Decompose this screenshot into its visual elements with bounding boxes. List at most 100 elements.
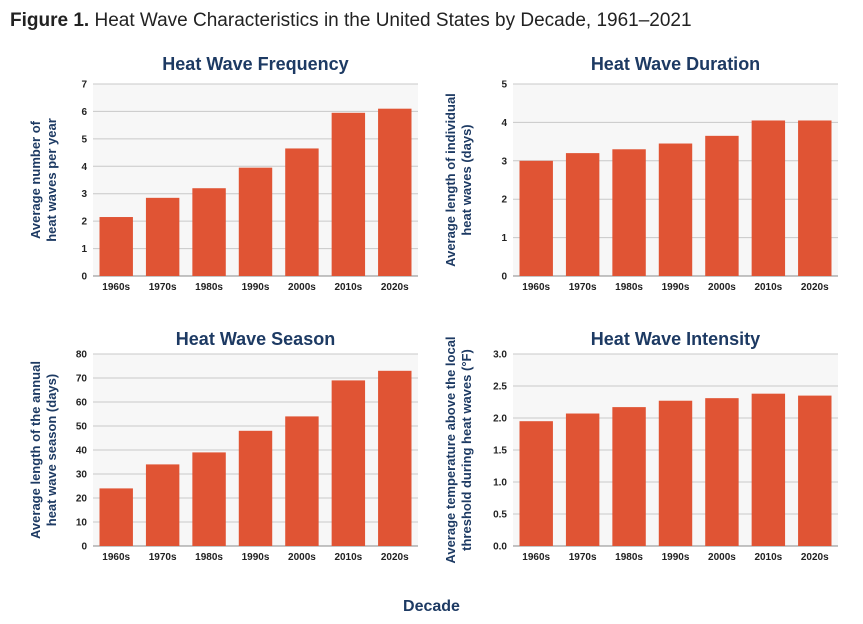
x-tick-label: 1980s bbox=[195, 552, 223, 563]
bar bbox=[99, 217, 133, 276]
x-tick-label: 1990s bbox=[662, 282, 690, 293]
bar bbox=[145, 464, 180, 546]
bar bbox=[705, 398, 739, 546]
y-tick-label: 4 bbox=[81, 162, 87, 173]
y-tick-label: 30 bbox=[76, 470, 88, 481]
y-tick-label: 1 bbox=[501, 233, 507, 244]
bar bbox=[798, 120, 832, 276]
y-axis-label: heat wave season (days) bbox=[44, 374, 59, 526]
bar bbox=[285, 416, 319, 546]
bar bbox=[612, 407, 646, 546]
bar bbox=[705, 135, 739, 276]
y-tick-label: 1.5 bbox=[493, 446, 507, 457]
y-tick-label: 2 bbox=[81, 217, 87, 228]
y-tick-label: 4 bbox=[501, 118, 507, 129]
y-tick-label: 0.5 bbox=[493, 510, 507, 521]
y-tick-label: 5 bbox=[81, 134, 87, 145]
figure-title: Figure 1. Heat Wave Characteristics in t… bbox=[10, 10, 692, 32]
x-tick-label: 1960s bbox=[102, 282, 130, 293]
x-tick-label: 1970s bbox=[569, 282, 597, 293]
bar bbox=[145, 197, 180, 276]
bar bbox=[798, 395, 832, 546]
y-tick-label: 0.0 bbox=[493, 542, 507, 553]
y-tick-label: 0 bbox=[501, 272, 507, 283]
x-axis-label: Decade bbox=[403, 598, 460, 615]
y-tick-label: 3 bbox=[81, 189, 87, 200]
y-tick-label: 70 bbox=[76, 374, 88, 385]
y-tick-label: 3 bbox=[501, 156, 507, 167]
y-tick-label: 40 bbox=[76, 446, 88, 457]
bar bbox=[658, 400, 693, 546]
x-tick-label: 1980s bbox=[195, 282, 223, 293]
x-tick-label: 1980s bbox=[615, 552, 643, 563]
bar bbox=[238, 430, 273, 546]
y-tick-label: 0 bbox=[81, 542, 87, 553]
y-tick-label: 10 bbox=[76, 518, 88, 529]
bar bbox=[378, 108, 412, 276]
x-tick-label: 2000s bbox=[708, 282, 736, 293]
bar bbox=[751, 120, 786, 276]
x-tick-label: 2020s bbox=[381, 552, 409, 563]
y-tick-label: 2.0 bbox=[493, 414, 507, 425]
x-tick-label: 2010s bbox=[334, 282, 362, 293]
y-tick-label: 3.0 bbox=[493, 350, 507, 361]
y-axis-label: Average length of individual bbox=[443, 93, 458, 267]
panel-title: Heat Wave Intensity bbox=[591, 329, 760, 349]
y-axis-label: Average number of bbox=[28, 120, 43, 239]
x-tick-label: 1970s bbox=[569, 552, 597, 563]
x-tick-label: 1960s bbox=[522, 282, 550, 293]
y-axis-label: Average length of the annual bbox=[28, 361, 43, 539]
x-tick-label: 1970s bbox=[149, 552, 177, 563]
y-tick-label: 80 bbox=[76, 350, 88, 361]
bar bbox=[751, 393, 786, 546]
y-tick-label: 7 bbox=[81, 80, 87, 91]
x-tick-label: 2010s bbox=[754, 282, 782, 293]
bar bbox=[378, 370, 412, 546]
panel-title: Heat Wave Frequency bbox=[162, 54, 348, 74]
y-tick-label: 6 bbox=[81, 107, 87, 118]
x-tick-label: 2020s bbox=[381, 282, 409, 293]
x-tick-label: 1960s bbox=[102, 552, 130, 563]
y-axis-label: Average temperature above the local bbox=[443, 336, 458, 563]
bar bbox=[99, 488, 133, 546]
x-tick-label: 2010s bbox=[754, 552, 782, 563]
x-tick-label: 2000s bbox=[288, 552, 316, 563]
y-tick-label: 50 bbox=[76, 422, 88, 433]
bar bbox=[519, 160, 553, 276]
bar bbox=[331, 380, 366, 546]
bar bbox=[285, 148, 319, 276]
bar bbox=[565, 413, 600, 546]
bar bbox=[565, 153, 600, 276]
y-tick-label: 1 bbox=[81, 244, 87, 255]
x-tick-label: 2000s bbox=[708, 552, 736, 563]
x-tick-label: 2020s bbox=[801, 552, 829, 563]
y-tick-label: 20 bbox=[76, 494, 88, 505]
bar bbox=[192, 452, 226, 546]
panel-title: Heat Wave Duration bbox=[591, 54, 760, 74]
x-tick-label: 1990s bbox=[662, 552, 690, 563]
x-tick-label: 1990s bbox=[242, 282, 270, 293]
y-axis-label: heat waves (days) bbox=[459, 124, 474, 235]
panel-title: Heat Wave Season bbox=[176, 329, 335, 349]
x-tick-label: 1970s bbox=[149, 282, 177, 293]
x-tick-label: 1980s bbox=[615, 282, 643, 293]
y-tick-label: 1.0 bbox=[493, 478, 507, 489]
y-tick-label: 2 bbox=[501, 195, 507, 206]
x-tick-label: 1960s bbox=[522, 552, 550, 563]
bar bbox=[238, 167, 273, 276]
x-tick-label: 2000s bbox=[288, 282, 316, 293]
x-tick-label: 2020s bbox=[801, 282, 829, 293]
y-tick-label: 0 bbox=[81, 272, 87, 283]
bar bbox=[331, 112, 366, 276]
y-tick-label: 60 bbox=[76, 398, 88, 409]
bar bbox=[519, 421, 553, 546]
y-axis-label: threshold during heat waves (°F) bbox=[459, 349, 474, 551]
bar bbox=[192, 188, 226, 276]
x-tick-label: 2010s bbox=[334, 552, 362, 563]
x-tick-label: 1990s bbox=[242, 552, 270, 563]
y-tick-label: 2.5 bbox=[493, 382, 507, 393]
bar bbox=[658, 143, 693, 276]
y-axis-label: heat waves per year bbox=[44, 118, 59, 242]
bar bbox=[612, 149, 646, 276]
